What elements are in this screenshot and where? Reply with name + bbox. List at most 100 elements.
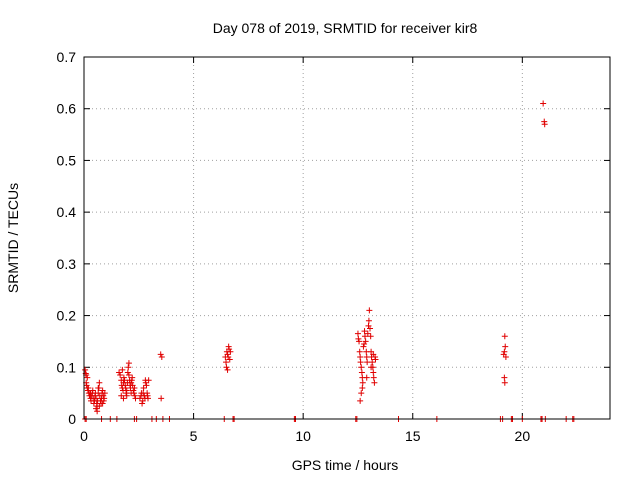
data-point [541, 121, 548, 128]
y-tick-label: 0.6 [57, 101, 77, 117]
y-tick-label: 0.7 [57, 49, 77, 65]
data-point [363, 374, 370, 381]
data-point [356, 348, 363, 355]
data-point [358, 390, 365, 397]
data-point [357, 359, 364, 366]
data-point [359, 379, 366, 386]
data-point [140, 384, 147, 391]
data-point [356, 338, 363, 345]
plot-area-border [83, 56, 611, 420]
data-point [223, 359, 230, 366]
data-point [125, 364, 132, 371]
data-point [124, 369, 131, 376]
data-point [361, 328, 368, 335]
y-tick-label: 0.2 [57, 308, 77, 324]
data-point [359, 384, 366, 391]
data-point [123, 390, 130, 397]
data-point [361, 333, 368, 340]
data-point [136, 395, 143, 402]
data-point [501, 379, 508, 386]
data-point [367, 325, 374, 332]
data-point [501, 374, 508, 381]
data-point [501, 348, 508, 355]
data-point [139, 400, 146, 407]
data-point [85, 384, 92, 391]
data-point [87, 390, 94, 397]
data-point [120, 395, 127, 402]
x-tick-labels: 0 5 10 15 20 [80, 428, 530, 444]
x-tick-label: 10 [295, 428, 311, 444]
data-point [157, 351, 164, 358]
data-point [96, 379, 103, 386]
data-point [131, 384, 138, 391]
data-point [364, 359, 371, 366]
data-point [94, 408, 101, 415]
y-tick-labels: 0 0.1 0.2 0.3 0.4 0.5 0.6 0.7 [57, 49, 77, 427]
data-point [223, 364, 230, 371]
data-point [128, 390, 135, 397]
data-point [370, 374, 377, 381]
data-point [224, 366, 231, 373]
data-point [142, 379, 149, 386]
data-point [358, 369, 365, 376]
data-point [366, 307, 373, 314]
data-point [158, 395, 165, 402]
data-point [502, 353, 509, 360]
chart-title: Day 078 of 2019, SRMTID for receiver kir… [213, 20, 478, 36]
data-point [95, 384, 102, 391]
x-axis-label: GPS time / hours [292, 457, 399, 473]
data-point [101, 395, 108, 402]
data-point [370, 369, 377, 376]
data-point [227, 348, 234, 355]
data-point [364, 330, 371, 337]
data-point [99, 400, 106, 407]
data-point [96, 403, 103, 410]
data-point [360, 343, 367, 350]
data-point [143, 382, 150, 389]
data-point [226, 356, 233, 363]
data-point [84, 374, 91, 381]
data-point [123, 387, 130, 394]
x-tick-label: 15 [405, 428, 421, 444]
data-point [357, 397, 364, 404]
data-point [367, 333, 374, 340]
data-point [357, 353, 364, 360]
data-point [369, 359, 376, 366]
data-point [158, 353, 165, 360]
data-point [370, 351, 377, 358]
data-point [354, 330, 361, 337]
y-tick-label: 0.5 [57, 152, 77, 168]
data-point [93, 405, 100, 412]
data-point [101, 390, 108, 397]
data-point [117, 372, 124, 379]
data-point [365, 317, 372, 324]
data-point [120, 374, 127, 381]
data-point [125, 372, 132, 379]
data-point [226, 346, 233, 353]
x-tick-label: 20 [515, 428, 531, 444]
data-point [116, 369, 123, 376]
y-tick-label: 0.1 [57, 359, 77, 375]
data-point [372, 356, 379, 363]
x-tick-label: 5 [190, 428, 198, 444]
data-point [371, 379, 378, 386]
data-points [82, 100, 577, 422]
x-tick-label: 0 [80, 428, 88, 444]
data-point [224, 351, 231, 358]
data-point [358, 364, 365, 371]
data-point [123, 392, 130, 399]
data-point [368, 364, 375, 371]
axis-ticks [83, 56, 610, 420]
data-point [144, 395, 151, 402]
data-point [119, 366, 126, 373]
data-point [82, 366, 89, 373]
y-tick-label: 0.3 [57, 256, 77, 272]
data-point [501, 333, 508, 340]
data-point [502, 343, 509, 350]
y-tick-label: 0 [68, 411, 76, 427]
y-axis-label: SRMTID / TECUs [5, 183, 21, 293]
data-point [131, 392, 138, 399]
data-point [145, 377, 152, 384]
data-point [121, 377, 128, 384]
